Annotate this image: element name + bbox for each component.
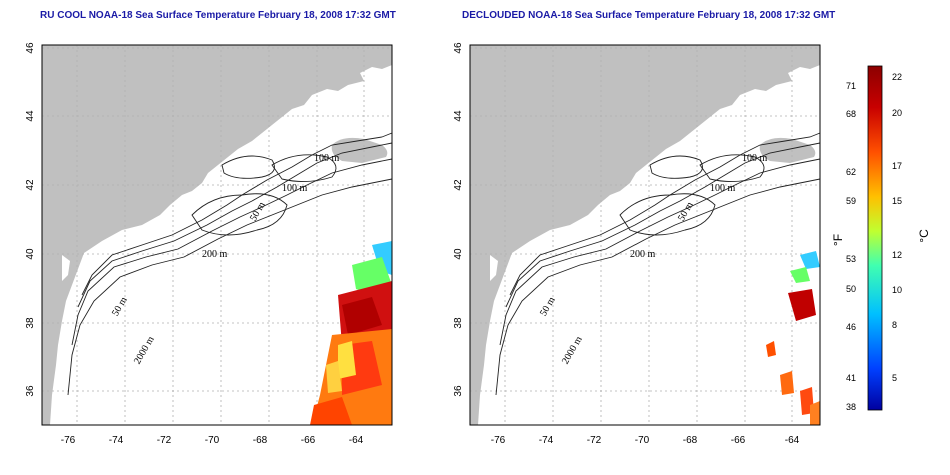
right-lat-axis: 46 44 42 40 38 36 [453, 42, 464, 397]
c-tick: 5 [892, 373, 897, 383]
lat-tick: 44 [25, 110, 36, 122]
right-label-100m-b: 100 m [710, 183, 736, 194]
lat-tick: 42 [453, 179, 464, 191]
c-tick: 10 [892, 285, 902, 295]
left-lon-axis: -76 -74 -72 -70 -68 -66 -64 [61, 435, 364, 446]
celsius-unit: °C [917, 229, 931, 243]
lat-tick: 38 [453, 317, 464, 329]
c-tick: 20 [892, 108, 902, 118]
lat-tick: 44 [453, 110, 464, 122]
sst-data-right [766, 251, 820, 425]
lat-tick: 40 [25, 248, 36, 260]
lon-tick: -72 [157, 435, 172, 446]
f-tick: 46 [846, 322, 856, 332]
c-tick: 22 [892, 72, 902, 82]
c-tick: 15 [892, 196, 902, 206]
lon-tick: -64 [349, 435, 364, 446]
right-map-title: DECLOUDED NOAA-18 Sea Surface Temperatur… [462, 10, 836, 21]
left-map-panel: 100 m 100 m 50 m 200 m 50 m 2000 m [41, 44, 393, 426]
lon-tick: -70 [635, 435, 650, 446]
right-label-200m: 200 m [630, 249, 656, 260]
right-map-panel: 100 m 100 m 50 m 200 m 50 m 2000 m [469, 44, 821, 426]
right-label-100m-a: 100 m [742, 153, 768, 164]
c-tick: 8 [892, 320, 897, 330]
lon-tick: -72 [587, 435, 602, 446]
fahrenheit-unit: °F [831, 234, 845, 246]
left-map-title: RU COOL NOAA-18 Sea Surface Temperature … [40, 10, 396, 21]
left-label-100m-a: 100 m [314, 153, 340, 164]
f-tick: 62 [846, 167, 856, 177]
f-tick: 41 [846, 373, 856, 383]
lon-tick: -64 [785, 435, 800, 446]
colorbar: 71 68 62 59 53 50 46 41 38 22 20 17 15 1… [831, 65, 931, 412]
right-lon-axis: -76 -74 -72 -70 -68 -66 -64 [491, 435, 800, 446]
f-tick: 53 [846, 254, 856, 264]
c-tick: 17 [892, 161, 902, 171]
lon-tick: -70 [205, 435, 220, 446]
lat-tick: 42 [25, 179, 36, 191]
c-tick: 12 [892, 250, 902, 260]
lon-tick: -76 [61, 435, 76, 446]
f-tick: 38 [846, 402, 856, 412]
f-tick: 68 [846, 109, 856, 119]
lon-tick: -76 [491, 435, 506, 446]
lat-tick: 36 [453, 385, 464, 397]
f-tick: 59 [846, 196, 856, 206]
colorbar-gradient [867, 65, 883, 411]
lon-tick: -68 [253, 435, 268, 446]
lat-tick: 40 [453, 248, 464, 260]
lon-tick: -74 [539, 435, 554, 446]
f-tick: 71 [846, 81, 856, 91]
sst-data-left [310, 241, 392, 425]
lat-tick: 38 [25, 317, 36, 329]
f-tick: 50 [846, 284, 856, 294]
lat-tick: 36 [25, 385, 36, 397]
lon-tick: -66 [301, 435, 316, 446]
left-label-200m: 200 m [202, 249, 228, 260]
lon-tick: -74 [109, 435, 124, 446]
lon-tick: -66 [731, 435, 746, 446]
left-lat-axis: 46 44 42 40 38 36 [25, 42, 36, 397]
lon-tick: -68 [683, 435, 698, 446]
left-label-100m-b: 100 m [282, 183, 308, 194]
lat-tick: 46 [453, 42, 464, 54]
lat-tick: 46 [25, 42, 36, 54]
